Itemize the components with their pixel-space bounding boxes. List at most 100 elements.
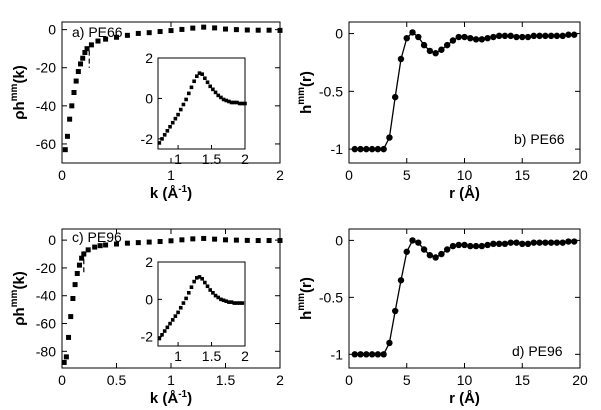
data-point bbox=[530, 239, 537, 246]
data-point bbox=[455, 33, 462, 41]
panel-label: d) PE96 bbox=[512, 343, 563, 359]
inset-data-point bbox=[229, 100, 234, 105]
data-point bbox=[368, 145, 376, 153]
inset-data-point bbox=[235, 301, 239, 305]
data-point bbox=[409, 29, 416, 36]
data-point bbox=[223, 26, 228, 32]
x-tick-label: 10 bbox=[457, 167, 473, 183]
inset-data-point bbox=[227, 300, 231, 304]
data-point bbox=[420, 41, 428, 49]
y-axis-label-sup: mm bbox=[9, 289, 20, 307]
x-tick-label: 5 bbox=[403, 372, 411, 388]
inset-data-point bbox=[227, 99, 231, 104]
data-point bbox=[244, 237, 250, 243]
data-point bbox=[72, 282, 78, 288]
data-point bbox=[135, 30, 141, 36]
y-tick-label: -20 bbox=[36, 60, 56, 76]
inset-x-tick-label: 1 bbox=[174, 348, 182, 364]
data-point bbox=[146, 30, 152, 36]
x-tick-label: 1.5 bbox=[216, 372, 236, 388]
x-tick-label: 0.5 bbox=[107, 372, 127, 388]
inset-data-point bbox=[219, 297, 223, 302]
data-point bbox=[71, 90, 77, 95]
data-point bbox=[565, 31, 572, 38]
x-axis-label-tail: ) bbox=[187, 185, 192, 202]
x-tick-label: 0 bbox=[345, 372, 353, 388]
inset-data-point bbox=[192, 79, 196, 84]
y-axis-label: ρhmm(k) bbox=[9, 65, 28, 120]
inset-x-tick-label: 1 bbox=[174, 151, 182, 167]
inset-data-point bbox=[197, 275, 202, 279]
inset-data-point bbox=[200, 72, 204, 76]
inset-x-tick-label: 2 bbox=[241, 151, 249, 167]
data-point bbox=[74, 270, 80, 276]
data-point bbox=[233, 27, 239, 33]
y-tick-label: -60 bbox=[36, 136, 56, 152]
x-tick-label: 20 bbox=[572, 167, 588, 183]
x-tick-label: 2 bbox=[276, 372, 284, 388]
inset-data-point bbox=[237, 301, 242, 305]
inset-data-point bbox=[195, 74, 199, 78]
inset-data-point bbox=[232, 100, 237, 105]
panel-d: 0 5 10 15 20 -1 -0.5 0 r (Å) hmm(r) d) PE96 bbox=[296, 228, 588, 407]
data-point bbox=[212, 25, 218, 31]
inset-x-tick-label: 1.5 bbox=[202, 348, 222, 364]
data-point bbox=[63, 354, 69, 360]
data-point bbox=[69, 103, 75, 109]
data-point bbox=[201, 235, 207, 241]
data-point bbox=[266, 27, 272, 33]
data-point bbox=[415, 239, 422, 246]
data-point bbox=[461, 33, 468, 41]
data-point bbox=[386, 339, 393, 347]
x-tick-label: 15 bbox=[514, 167, 530, 183]
data-point bbox=[190, 236, 196, 242]
data-point bbox=[157, 239, 163, 245]
data-point bbox=[553, 32, 561, 40]
x-tick-label: 1 bbox=[167, 167, 175, 183]
inset-y-tick-label: 2 bbox=[145, 254, 153, 270]
inset-data-point bbox=[176, 112, 180, 117]
data-point bbox=[82, 49, 88, 55]
y-axis-label-sup: mm bbox=[296, 293, 307, 311]
data-point bbox=[255, 238, 261, 244]
y-axis-label-tail: (k) bbox=[11, 65, 28, 83]
y-axis-label-main: h bbox=[298, 105, 315, 114]
y-axis-label-main: ρh bbox=[11, 101, 28, 119]
inset-data-point bbox=[203, 280, 207, 285]
inset-data-point bbox=[160, 333, 164, 337]
data-point bbox=[79, 255, 85, 261]
y-axis-label-sup: mm bbox=[9, 83, 20, 101]
inset-x-tick-label: 1.5 bbox=[202, 151, 222, 167]
data-point bbox=[519, 33, 526, 41]
data-point bbox=[88, 42, 94, 48]
data-point bbox=[374, 145, 382, 153]
data-point bbox=[135, 240, 141, 246]
data-point bbox=[507, 32, 514, 40]
data-point bbox=[103, 36, 109, 42]
x-axis-label: k (Å-1) bbox=[150, 389, 192, 407]
data-point bbox=[255, 27, 261, 33]
inset-data-point bbox=[216, 93, 221, 98]
inset-data-point bbox=[213, 90, 218, 95]
data-point bbox=[277, 238, 283, 244]
data-point bbox=[403, 34, 410, 42]
y-tick-label: -20 bbox=[36, 260, 56, 276]
data-point bbox=[472, 36, 480, 43]
data-point bbox=[76, 262, 82, 268]
inset-data-point bbox=[237, 101, 242, 106]
x-axis-label-main: r (Å) bbox=[449, 185, 480, 202]
data-point bbox=[472, 242, 480, 250]
x-axis-label: r (Å) bbox=[449, 185, 480, 202]
inset-y-tick-label: 0 bbox=[145, 90, 153, 106]
data-point bbox=[478, 36, 486, 43]
data-point bbox=[519, 240, 526, 248]
data-point bbox=[467, 34, 474, 42]
data-point bbox=[85, 247, 91, 253]
inset-data-point bbox=[173, 314, 178, 318]
y-tick-label: -0.5 bbox=[319, 289, 343, 305]
inset-plot: 1 1.5 2 -2 0 2 bbox=[141, 50, 250, 167]
inset-data-point bbox=[181, 102, 186, 107]
data-point bbox=[233, 237, 239, 243]
data-point bbox=[392, 93, 399, 101]
